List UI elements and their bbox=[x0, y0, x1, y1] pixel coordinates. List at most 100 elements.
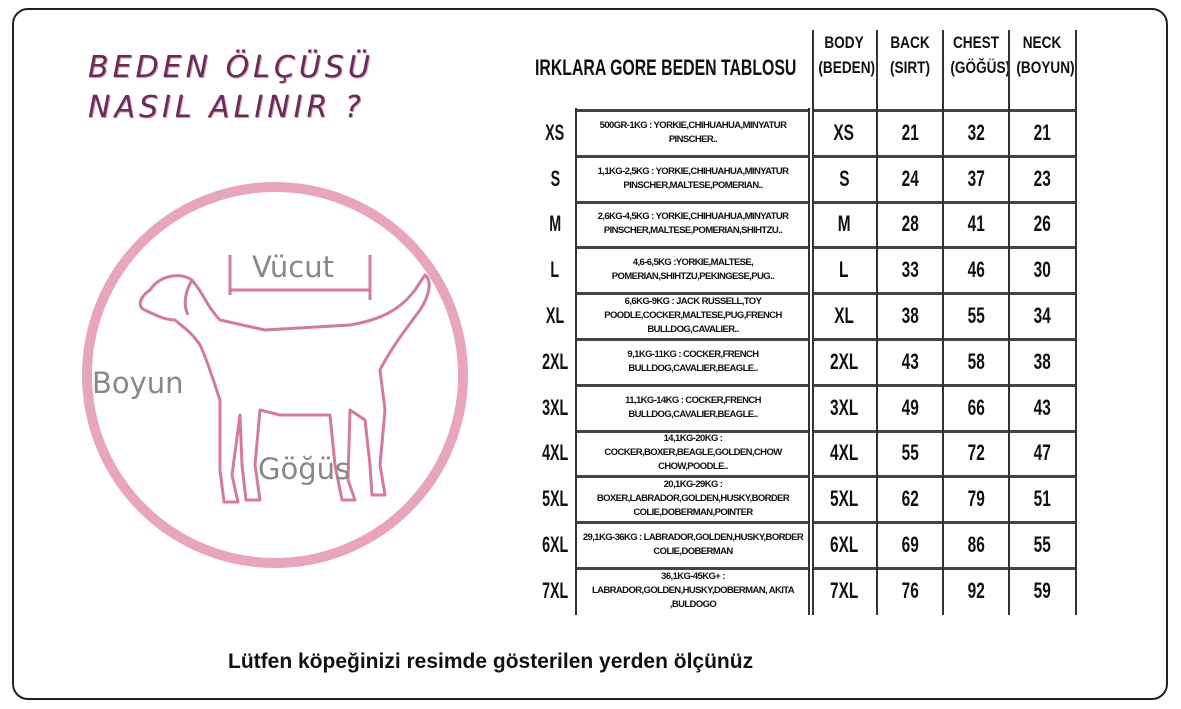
size-value: 5XL bbox=[541, 486, 569, 512]
body-value: XL bbox=[834, 303, 854, 329]
size-value: 3XL bbox=[541, 394, 569, 420]
neck-value: 38 bbox=[1033, 348, 1051, 374]
neck-value: 43 bbox=[1033, 394, 1051, 420]
desc-value: 1,1KG-2,5KG : YORKIE,CHIHUAHUA,MINYATUR … bbox=[597, 165, 789, 191]
chest-value: 55 bbox=[967, 303, 985, 329]
cell-desc: 14,1KG-20KG : COCKER,BOXER,BEAGLE,GOLDEN… bbox=[578, 431, 808, 477]
cell-neck: 51 bbox=[1010, 476, 1074, 522]
desc-value: 4,6-6,5KG :YORKIE,MALTESE, POMERIAN,SHIH… bbox=[611, 257, 775, 283]
header-chest: CHEST (GÖĞÜS) bbox=[950, 33, 1011, 77]
cell-body: XS bbox=[812, 110, 876, 156]
cell-desc: 36,1KG-45KG+ : LABRADOR,GOLDEN,HUSKY,DOB… bbox=[578, 568, 808, 614]
cell-size: M bbox=[535, 202, 575, 248]
cell-back: 76 bbox=[878, 568, 942, 614]
cell-back: 28 bbox=[878, 202, 942, 248]
cell-chest: 41 bbox=[944, 202, 1008, 248]
table-row: M 2,6KG-4,5KG : YORKIE,CHIHUAHUA,MINYATUR… bbox=[535, 202, 1077, 248]
cell-desc: 20,1KG-29KG : BOXER,LABRADOR,GOLDEN,HUSK… bbox=[578, 476, 808, 522]
body-value: 4XL bbox=[829, 440, 859, 466]
body-value: 7XL bbox=[829, 577, 859, 603]
cell-size: 5XL bbox=[535, 476, 575, 522]
desc-value: 9,1KG-11KG : COCKER,FRENCH BULLDOG,CAVAL… bbox=[627, 348, 759, 374]
size-value: S bbox=[550, 165, 560, 191]
row-divider bbox=[575, 567, 810, 570]
row-divider bbox=[575, 429, 810, 433]
cell-body: 6XL bbox=[812, 522, 876, 568]
desc-value: 36,1KG-45KG+ : LABRADOR,GOLDEN,HUSKY,DOB… bbox=[591, 570, 795, 610]
cell-neck: 55 bbox=[1010, 522, 1074, 568]
pink-circle bbox=[82, 182, 468, 568]
cell-back: 43 bbox=[878, 339, 942, 385]
header-back: BACK (SIRT) bbox=[889, 33, 931, 77]
body-value: L bbox=[839, 257, 849, 283]
desc-value: 2,6KG-4,5KG : YORKIE,CHIHUAHUA,MINYATUR … bbox=[597, 211, 789, 237]
cell-desc: 1,1KG-2,5KG : YORKIE,CHIHUAHUA,MINYATUR … bbox=[578, 156, 808, 202]
back-value: 76 bbox=[901, 577, 919, 603]
cell-body: 3XL bbox=[812, 385, 876, 431]
row-divider bbox=[812, 383, 1076, 387]
neck-value: 21 bbox=[1033, 119, 1051, 145]
cell-back: 24 bbox=[878, 156, 942, 202]
size-value: M bbox=[549, 211, 561, 237]
cell-desc: 4,6-6,5KG :YORKIE,MALTESE, POMERIAN,SHIH… bbox=[578, 247, 808, 293]
neck-value: 34 bbox=[1033, 303, 1051, 329]
chest-value: 79 bbox=[967, 486, 985, 512]
cell-desc: 6,6KG-9KG : JACK RUSSELL,TOY POODLE,COCK… bbox=[578, 293, 808, 339]
neck-value: 59 bbox=[1033, 577, 1051, 603]
back-value: 24 bbox=[901, 165, 919, 191]
column-divider bbox=[1075, 30, 1077, 615]
cell-body: L bbox=[812, 247, 876, 293]
cell-desc: 2,6KG-4,5KG : YORKIE,CHIHUAHUA,MINYATUR … bbox=[578, 202, 808, 248]
cell-body: 2XL bbox=[812, 339, 876, 385]
chest-value: 46 bbox=[967, 257, 985, 283]
cell-neck: 43 bbox=[1010, 385, 1074, 431]
image-frame bbox=[12, 8, 1168, 700]
table-row: 7XL 36,1KG-45KG+ : LABRADOR,GOLDEN,HUSKY,… bbox=[535, 568, 1077, 614]
cell-neck: 38 bbox=[1010, 339, 1074, 385]
header-body: BODY (BEDEN) bbox=[818, 33, 876, 77]
chest-value: 66 bbox=[967, 394, 985, 420]
back-value: 69 bbox=[901, 532, 919, 558]
desc-value: 500GR-1KG : YORKIE,CHIHUAHUA,MINYATUR PI… bbox=[599, 119, 787, 145]
column-divider bbox=[812, 30, 814, 615]
cell-neck: 26 bbox=[1010, 202, 1074, 248]
cell-neck: 21 bbox=[1010, 110, 1074, 156]
chest-value: 37 bbox=[967, 165, 985, 191]
header-neck: NECK (BOYUN) bbox=[1016, 33, 1075, 77]
neck-label: Boyun bbox=[92, 366, 184, 400]
table-row: 3XL 11,1KG-14KG : COCKER,FRENCH BULLDOG,C… bbox=[535, 385, 1077, 431]
cell-size: XL bbox=[535, 293, 575, 339]
cell-body: 7XL bbox=[812, 568, 876, 614]
column-divider bbox=[942, 30, 944, 615]
back-value: 21 bbox=[901, 119, 919, 145]
desc-value: 29,1KG-36KG : LABRADOR,GOLDEN,HUSKY,BORD… bbox=[582, 532, 804, 558]
measure-note: Lütfen köpeğinizi resimde gösterilen yer… bbox=[228, 650, 754, 673]
table-row: XS 500GR-1KG : YORKIE,CHIHUAHUA,MINYATUR … bbox=[535, 110, 1077, 156]
cell-neck: 59 bbox=[1010, 568, 1074, 614]
body-measure-bracket bbox=[228, 255, 372, 300]
row-divider bbox=[812, 200, 1076, 204]
table-row: 5XL 20,1KG-29KG : BOXER,LABRADOR,GOLDEN,H… bbox=[535, 476, 1077, 522]
row-divider bbox=[812, 475, 1076, 479]
table-row: 6XL 29,1KG-36KG : LABRADOR,GOLDEN,HUSKY,B… bbox=[535, 522, 1077, 568]
body-value: 6XL bbox=[829, 532, 859, 558]
table-row: 4XL 14,1KG-20KG : COCKER,BOXER,BEAGLE,GOL… bbox=[535, 431, 1077, 477]
cell-desc: 29,1KG-36KG : LABRADOR,GOLDEN,HUSKY,BORD… bbox=[578, 522, 808, 568]
column-divider bbox=[1008, 30, 1010, 615]
neck-value: 51 bbox=[1033, 486, 1051, 512]
chest-value: 32 bbox=[967, 119, 985, 145]
cell-back: 33 bbox=[878, 247, 942, 293]
chest-label: Göğüs bbox=[258, 452, 351, 486]
row-divider bbox=[812, 429, 1076, 433]
row-divider bbox=[575, 383, 810, 387]
cell-body: 5XL bbox=[812, 476, 876, 522]
back-value: 55 bbox=[901, 440, 919, 466]
cell-size: 3XL bbox=[535, 385, 575, 431]
chest-value: 92 bbox=[967, 577, 985, 603]
cell-chest: 32 bbox=[944, 110, 1008, 156]
row-divider bbox=[575, 200, 810, 204]
cell-body: M bbox=[812, 202, 876, 248]
body-value: 5XL bbox=[829, 486, 859, 512]
cell-desc: 11,1KG-14KG : COCKER,FRENCH BULLDOG,CAVA… bbox=[578, 385, 808, 431]
cell-desc: 9,1KG-11KG : COCKER,FRENCH BULLDOG,CAVAL… bbox=[578, 339, 808, 385]
